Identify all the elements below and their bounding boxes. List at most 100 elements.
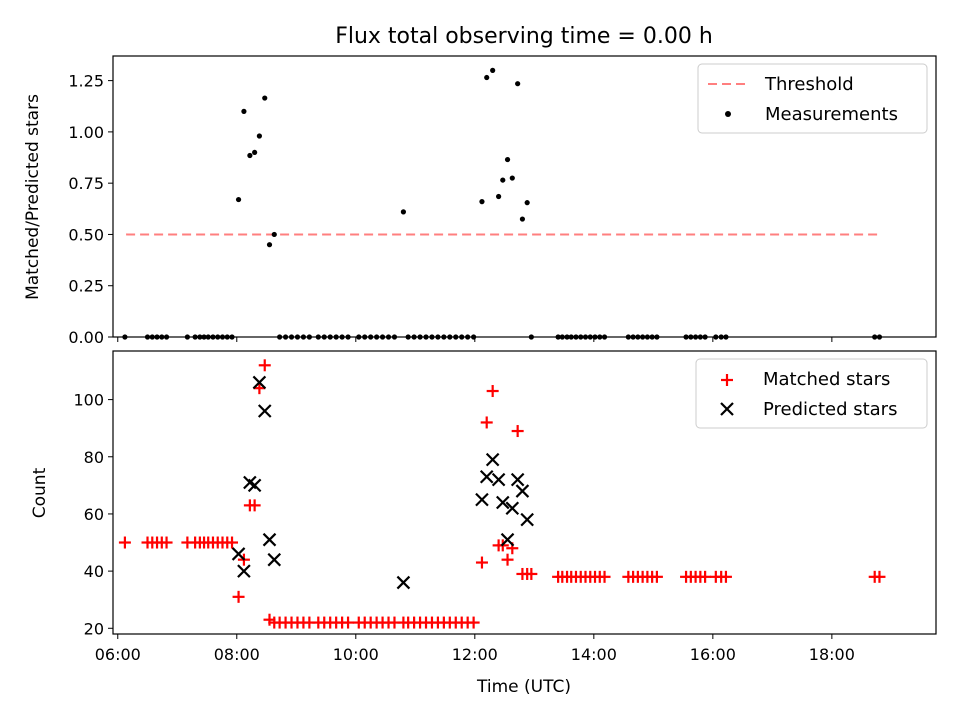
measurement-point: [385, 334, 392, 340]
measurement-point: [597, 334, 603, 340]
predicted-point: [496, 495, 510, 510]
predicted-point: [396, 575, 411, 590]
count-x-tick-label: 10:00: [333, 645, 379, 664]
matched-point: [598, 570, 611, 583]
count-y-ticks: 20 40 60 80 100: [73, 391, 113, 638]
measurement-point: [573, 334, 579, 340]
measurement-point: [582, 334, 589, 340]
predicted-point: [485, 452, 500, 467]
measurement-point: [872, 334, 878, 340]
measurement-point: [578, 334, 584, 340]
x-axis-label: Time (UTC): [476, 677, 571, 697]
measurement-point: [559, 334, 565, 340]
measurement-point: [229, 334, 235, 340]
measurement-point: [197, 334, 203, 340]
measurement-point: [718, 334, 724, 340]
measurement-point: [219, 334, 226, 340]
measurement-point: [154, 334, 160, 340]
measurement-point: [321, 334, 327, 340]
measurement-point: [235, 196, 242, 203]
count-y-tick-label: 40: [84, 562, 104, 581]
measurement-point: [306, 334, 312, 340]
count-x-ticks: 06:00 08:00 10:00 12:00 14:00 16:00 18:00: [95, 634, 855, 664]
predicted-point: [520, 512, 534, 527]
predicted-point: [475, 492, 489, 507]
ratio-y-ticks: 0.00 0.25 0.50 0.75 1.00 1.25: [68, 72, 113, 347]
measurement-point: [205, 334, 211, 340]
measurement-point: [592, 334, 598, 340]
measurement-point: [288, 334, 295, 340]
measurement-point: [368, 334, 374, 340]
measurement-point: [649, 334, 655, 340]
measurement-points: [122, 67, 883, 340]
measurement-point: [640, 334, 646, 340]
count-y-tick-label: 20: [84, 619, 104, 638]
legend-matched-swatch: [721, 374, 733, 386]
measurement-point: [484, 74, 490, 81]
measurement-point: [587, 334, 593, 340]
predicted-point: [510, 472, 525, 487]
ratio-y-tick-label: 1.25: [68, 72, 104, 91]
measurement-point: [201, 334, 207, 340]
measurement-point: [282, 334, 289, 340]
measurement-point: [465, 334, 471, 340]
measurement-point: [723, 334, 729, 340]
predicted-point: [262, 532, 277, 547]
measurement-point: [471, 334, 477, 340]
measurement-point: [356, 334, 362, 340]
ratio-y-label: Matched/Predicted stars: [23, 94, 43, 300]
measurement-point: [713, 334, 719, 340]
legend-predicted-label: Predicted stars: [763, 399, 897, 420]
count-x-tick-label: 14:00: [571, 645, 617, 664]
matched-point: [480, 416, 493, 429]
measurement-point: [625, 334, 631, 340]
predicted-points: [231, 375, 534, 590]
predicted-point: [231, 547, 246, 561]
matched-point: [699, 570, 712, 583]
predicted-point: [515, 484, 530, 498]
measurement-point: [277, 334, 283, 340]
count-y-tick-label: 100: [73, 391, 104, 410]
matched-point: [873, 570, 886, 583]
measurement-point: [519, 216, 526, 222]
matched-point: [511, 425, 524, 438]
measurement-point: [256, 133, 262, 139]
measurement-point: [345, 334, 351, 340]
matched-point: [248, 499, 261, 512]
ratio-y-tick-label: 1.00: [68, 123, 104, 142]
matched-point: [258, 359, 271, 372]
measurement-point: [459, 334, 465, 340]
measurement-point: [241, 108, 247, 114]
measurement-point: [447, 334, 453, 340]
measurement-point: [163, 334, 170, 340]
measurement-point: [333, 334, 339, 340]
chart-title: Flux total observing time = 0.00 h: [335, 24, 713, 49]
measurement-point: [479, 199, 485, 205]
measurement-point: [692, 334, 699, 340]
measurement-point: [192, 334, 198, 340]
measurement-point: [184, 334, 190, 340]
measurement-point: [210, 334, 216, 340]
predicted-point: [267, 552, 282, 567]
measurement-point: [509, 175, 515, 181]
measurement-point: [400, 209, 407, 215]
count-y-tick-label: 60: [84, 505, 104, 524]
measurement-point: [294, 334, 301, 340]
matched-point: [475, 556, 488, 569]
matched-point: [226, 536, 239, 549]
ratio-y-tick-label: 0.75: [68, 174, 104, 193]
predicted-point: [500, 532, 515, 547]
measurement-point: [252, 149, 258, 156]
ratio-y-tick-label: 0.00: [68, 328, 104, 347]
matched-point: [118, 536, 131, 549]
measurement-point: [300, 334, 307, 340]
count-x-tick-label: 12:00: [452, 645, 498, 664]
measurement-point: [262, 95, 268, 101]
matched-point: [160, 536, 173, 549]
measurement-point: [405, 334, 411, 340]
matched-point: [501, 553, 514, 566]
measurement-point: [601, 334, 608, 340]
measurement-point: [876, 334, 883, 340]
measurement-point: [524, 200, 530, 206]
